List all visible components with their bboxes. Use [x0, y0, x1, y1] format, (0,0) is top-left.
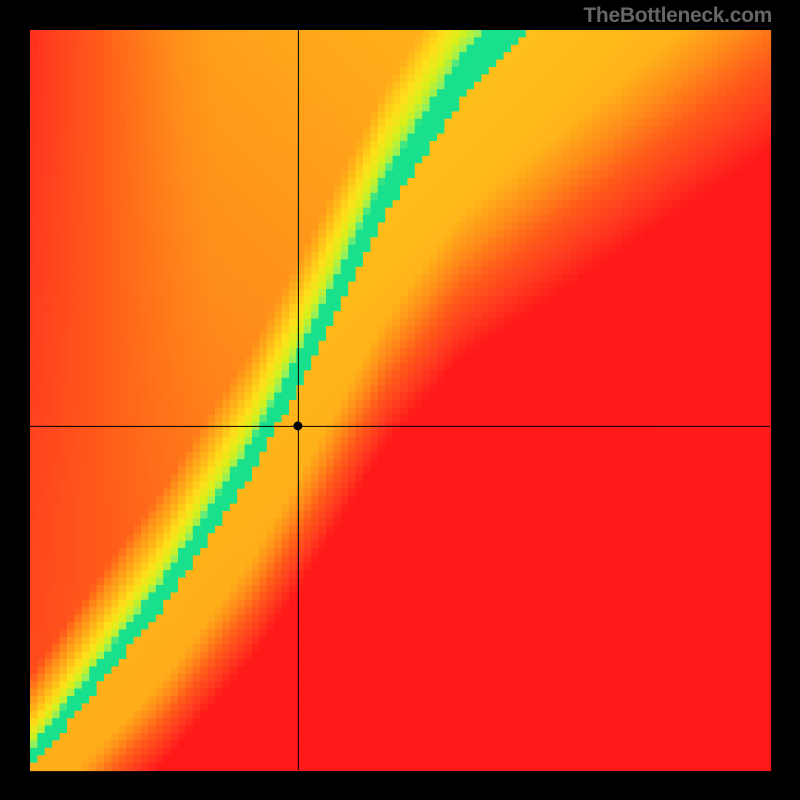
heatmap-plot	[0, 0, 800, 800]
watermark-text: TheBottleneck.com	[583, 4, 772, 28]
